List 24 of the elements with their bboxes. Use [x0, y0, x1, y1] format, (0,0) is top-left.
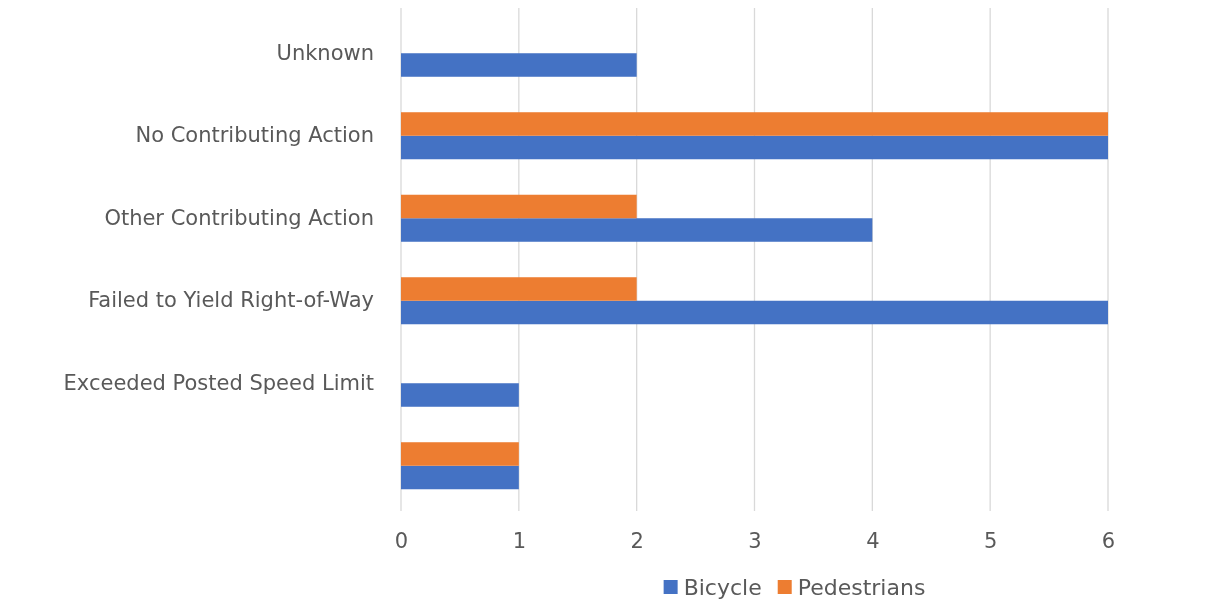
x-tick-label: 0: [394, 528, 409, 553]
bar: [401, 218, 873, 242]
bar: [401, 442, 519, 466]
legend-label: Bicycle: [683, 575, 762, 600]
y-tick-label: Unknown: [276, 40, 374, 65]
y-tick-label: Failed to Yield Right-of-Way: [88, 288, 374, 313]
bar: [401, 465, 519, 490]
bar: [401, 53, 637, 77]
y-tick-label: Exceeded Posted Speed Limit: [63, 370, 374, 395]
bar: [401, 112, 1108, 136]
bar: [401, 194, 637, 219]
bar: [401, 300, 1108, 325]
x-tick-label: 2: [630, 528, 644, 553]
legend-label: Pedestrians: [797, 575, 926, 600]
y-tick-label: Other Contributing Action: [104, 205, 374, 230]
bar: [401, 383, 519, 407]
bar: [401, 135, 1108, 160]
x-tick-label: 4: [866, 528, 880, 553]
x-tick-label: 1: [512, 528, 527, 553]
x-tick-label: 5: [983, 528, 998, 553]
x-tick-label: 6: [1101, 528, 1116, 553]
x-tick-label: 3: [748, 528, 762, 553]
bar: [401, 277, 637, 301]
y-tick-label: No Contributing Action: [135, 123, 374, 148]
